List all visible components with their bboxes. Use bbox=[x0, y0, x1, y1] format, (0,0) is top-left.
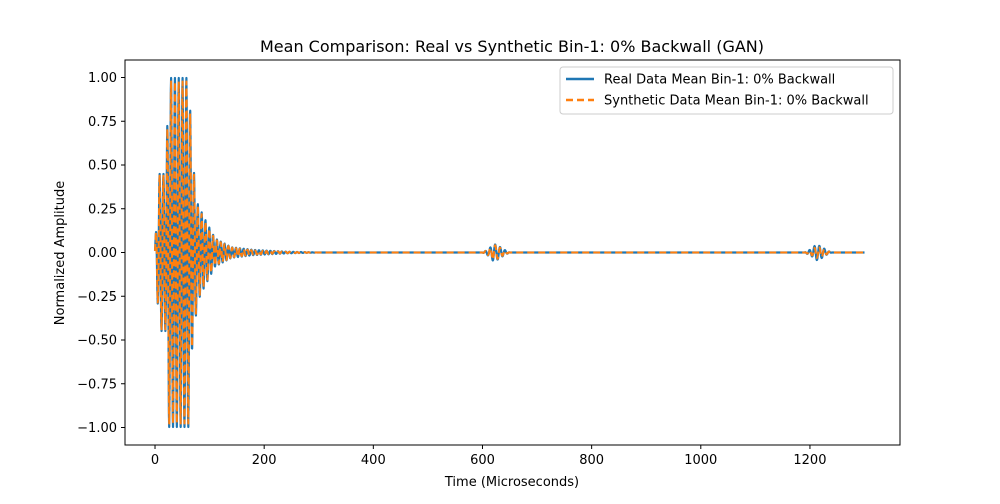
legend: Real Data Mean Bin-1: 0% Backwall Synthe… bbox=[559, 66, 894, 115]
y-axis-ticks: −1.00 −0.75 −0.50 −0.25 0.00 0.25 0.50 0.75 1.00 bbox=[77, 71, 125, 436]
legend-label-real: Real Data Mean Bin-1: 0% Backwall bbox=[604, 73, 835, 88]
x-tick-label: 600 bbox=[470, 453, 495, 468]
x-tick-label: 0 bbox=[151, 453, 159, 468]
legend-label-synthetic: Synthetic Data Mean Bin-1: 0% Backwall bbox=[604, 94, 869, 109]
y-tick-label: −0.25 bbox=[77, 290, 117, 305]
plot-lines bbox=[153, 76, 866, 429]
y-tick-label: −0.75 bbox=[77, 377, 117, 392]
x-tick-label: 200 bbox=[252, 453, 277, 468]
chart-title: Mean Comparison: Real vs Synthetic Bin-1… bbox=[260, 37, 764, 56]
x-axis-ticks: 0 200 400 600 800 1000 1200 bbox=[151, 445, 826, 468]
x-tick-label: 1200 bbox=[793, 453, 826, 468]
legend-box bbox=[559, 66, 894, 115]
x-tick-label: 800 bbox=[579, 453, 604, 468]
x-tick-label: 400 bbox=[361, 453, 386, 468]
y-tick-label: 0.50 bbox=[88, 159, 117, 174]
series-line-synthetic bbox=[154, 80, 866, 425]
y-tick-label: 0.75 bbox=[88, 115, 117, 130]
x-tick-label: 1000 bbox=[684, 453, 717, 468]
y-tick-label: 0.25 bbox=[88, 202, 117, 217]
y-tick-label: −1.00 bbox=[77, 421, 117, 436]
y-tick-label: 1.00 bbox=[88, 71, 117, 86]
y-tick-label: −0.50 bbox=[77, 334, 117, 349]
x-axis-label: Time (Microseconds) bbox=[444, 475, 579, 490]
y-axis-label: Normalized Amplitude bbox=[53, 181, 68, 325]
y-tick-label: 0.00 bbox=[88, 246, 117, 261]
